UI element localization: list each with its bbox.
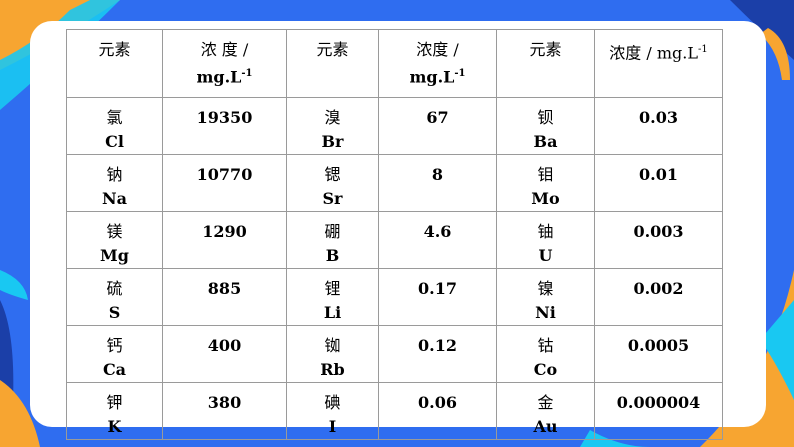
column-header-unit: mg.L-1 (409, 67, 466, 87)
element-symbol: Ba (533, 132, 558, 151)
element-chinese-name: 铷 (324, 336, 341, 355)
element-cell: 钴 Co (496, 325, 595, 383)
column-header-unit: mg.L-1 (196, 67, 253, 87)
column-header-label: 浓度 / (416, 40, 459, 59)
concentration-value: 400 (162, 325, 287, 383)
unit-exponent: -1 (697, 44, 708, 55)
column-header: 元素 (286, 29, 379, 98)
column-header-label: 元素 (529, 40, 562, 59)
concentration-value: 1290 (162, 211, 287, 269)
element-symbol: S (108, 303, 121, 322)
table-row: 氯 Cl 19350 溴 Br 67 钡 Ba 0.03 (66, 97, 723, 155)
concentration-value: 19350 (162, 97, 287, 155)
element-cell: 钙 Ca (66, 325, 163, 383)
column-header: 元素 (66, 29, 163, 98)
table-body: 氯 Cl 19350 溴 Br 67 钡 Ba 0.03 钠 Na 10770 锶 Sr 8 钼 Mo 0.01 镁… (66, 97, 723, 440)
element-cell: 钼 Mo (496, 154, 595, 212)
concentration-value: 0.000004 (594, 382, 723, 440)
element-chinese-name: 镍 (537, 279, 554, 298)
unit-exponent: -1 (454, 68, 466, 79)
column-header-label: 浓度 / mg.L (609, 43, 698, 63)
element-symbol: Ca (102, 360, 127, 379)
concentration-value: 380 (162, 382, 287, 440)
concentration-value: 4.6 (378, 211, 497, 269)
element-chinese-name: 溴 (324, 108, 341, 127)
concentration-value: 0.17 (378, 268, 497, 326)
element-chinese-name: 金 (537, 393, 554, 412)
element-chinese-name: 钠 (106, 165, 123, 184)
table-row: 钠 Na 10770 锶 Sr 8 钼 Mo 0.01 (66, 154, 723, 212)
element-symbol: K (107, 417, 122, 436)
column-header-label: 元素 (316, 40, 349, 59)
concentration-value: 0.01 (594, 154, 723, 212)
concentration-value: 0.002 (594, 268, 723, 326)
element-chinese-name: 硫 (106, 279, 123, 298)
concentration-value: 0.06 (378, 382, 497, 440)
table-row: 钙 Ca 400 铷 Rb 0.12 钴 Co 0.0005 (66, 325, 723, 383)
concentration-value: 0.003 (594, 211, 723, 269)
concentration-value: 885 (162, 268, 287, 326)
element-cell: 氯 Cl (66, 97, 163, 155)
table-row: 镁 Mg 1290 硼 B 4.6 铀 U 0.003 (66, 211, 723, 269)
element-chinese-name: 钼 (537, 165, 554, 184)
element-symbol: U (538, 246, 553, 265)
concentration-value: 0.0005 (594, 325, 723, 383)
element-symbol: Rb (320, 360, 345, 379)
header-row: 元素浓 度 / mg.L-1 元素 浓度 / mg.L-1 元素 浓度 / mg.L-1 (66, 29, 723, 98)
element-cell: 锶 Sr (286, 154, 379, 212)
element-chinese-name: 锂 (324, 279, 341, 298)
element-symbol: Au (533, 417, 558, 436)
element-cell: 铷 Rb (286, 325, 379, 383)
column-header-label: 浓 度 / (200, 40, 249, 59)
concentration-value: 0.12 (378, 325, 497, 383)
element-cell: 镁 Mg (66, 211, 163, 269)
concentration-value: 10770 (162, 154, 287, 212)
column-header-label: 元素 (98, 40, 131, 59)
unit-exponent: -1 (241, 68, 253, 79)
element-symbol: Ni (535, 303, 556, 322)
element-cell: 钡 Ba (496, 97, 595, 155)
element-cell: 镍 Ni (496, 268, 595, 326)
column-header: 浓 度 / mg.L-1 (162, 29, 287, 98)
element-cell: 金 Au (496, 382, 595, 440)
element-symbol: I (328, 417, 337, 436)
concentration-value: 8 (378, 154, 497, 212)
element-chinese-name: 镁 (106, 222, 123, 241)
element-chinese-name: 锶 (324, 165, 341, 184)
element-cell: 钠 Na (66, 154, 163, 212)
table-row: 硫 S 885 锂 Li 0.17 镍 Ni 0.002 (66, 268, 723, 326)
element-chinese-name: 钾 (106, 393, 123, 412)
element-chinese-name: 钙 (106, 336, 123, 355)
element-chinese-name: 钴 (537, 336, 554, 355)
seawater-element-table: 元素浓 度 / mg.L-1 元素 浓度 / mg.L-1 元素 浓度 / mg.L-1 氯… (66, 29, 723, 440)
element-symbol: Cl (105, 132, 124, 151)
concentration-value: 0.03 (594, 97, 723, 155)
element-chinese-name: 氯 (106, 108, 123, 127)
element-symbol: Mg (100, 246, 129, 265)
element-chinese-name: 硼 (324, 222, 341, 241)
element-symbol: Co (533, 360, 558, 379)
column-header: 浓度 / mg.L-1 (378, 29, 497, 98)
element-symbol: Sr (322, 189, 343, 208)
element-symbol: Mo (531, 189, 560, 208)
element-chinese-name: 钡 (537, 108, 554, 127)
element-cell: 溴 Br (286, 97, 379, 155)
element-chinese-name: 铀 (537, 222, 554, 241)
element-symbol: Na (102, 189, 127, 208)
column-header: 浓度 / mg.L-1 (594, 29, 723, 98)
column-header: 元素 (496, 29, 595, 98)
element-chinese-name: 碘 (324, 393, 341, 412)
table-row: 钾 K 380 碘 I 0.06 金 Au 0.000004 (66, 382, 723, 440)
element-symbol: Br (321, 132, 344, 151)
concentration-value: 67 (378, 97, 497, 155)
element-cell: 锂 Li (286, 268, 379, 326)
element-symbol: B (325, 246, 340, 265)
element-symbol: Li (323, 303, 342, 322)
